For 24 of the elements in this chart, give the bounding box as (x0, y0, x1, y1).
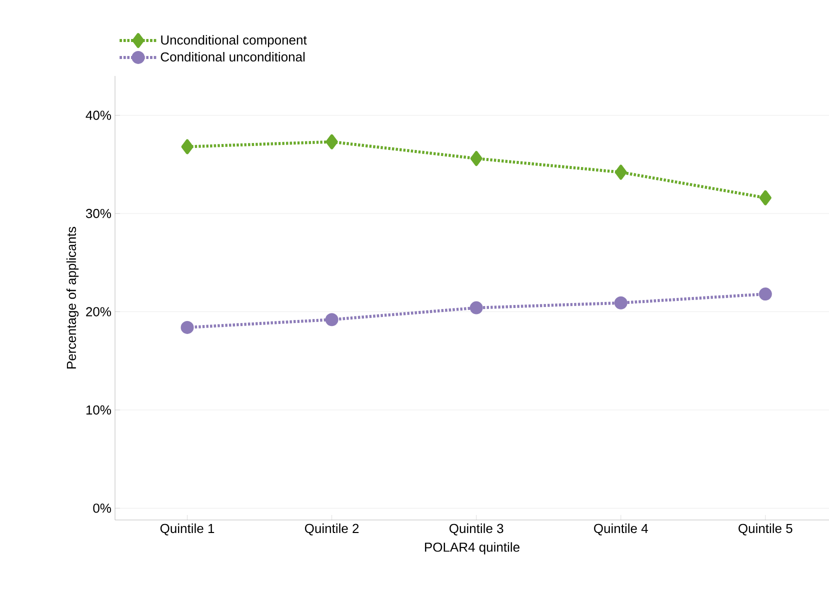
legend-label: Unconditional component (161, 35, 307, 48)
point (325, 313, 338, 326)
y-tick-label: 0% (93, 504, 112, 513)
point (614, 164, 627, 180)
x-tick-label: Quintile 4 (594, 524, 648, 536)
point (326, 134, 338, 150)
y-tick-label: 20% (86, 307, 112, 316)
point (470, 151, 482, 166)
point (759, 190, 772, 206)
y-tick-label: 30% (86, 208, 112, 218)
point (614, 296, 628, 310)
point (181, 139, 194, 154)
x-tick-label: Quintile 1 (160, 524, 214, 536)
y-tick-label: 40% (86, 110, 112, 120)
point (180, 320, 194, 334)
point (758, 288, 772, 301)
x-tick-label: Quintile 3 (449, 524, 504, 536)
legend-label: Conditional unconditional (160, 52, 305, 62)
x-axis-title: POLAR4 quintile (425, 542, 520, 554)
y-tick-label: 10% (86, 405, 112, 415)
x-tick-label: Quintile 2 (304, 524, 359, 536)
point (470, 301, 483, 314)
y-axis-title: Percentage of applicants (66, 226, 79, 368)
x-tick-label: Quintile 5 (738, 524, 792, 536)
